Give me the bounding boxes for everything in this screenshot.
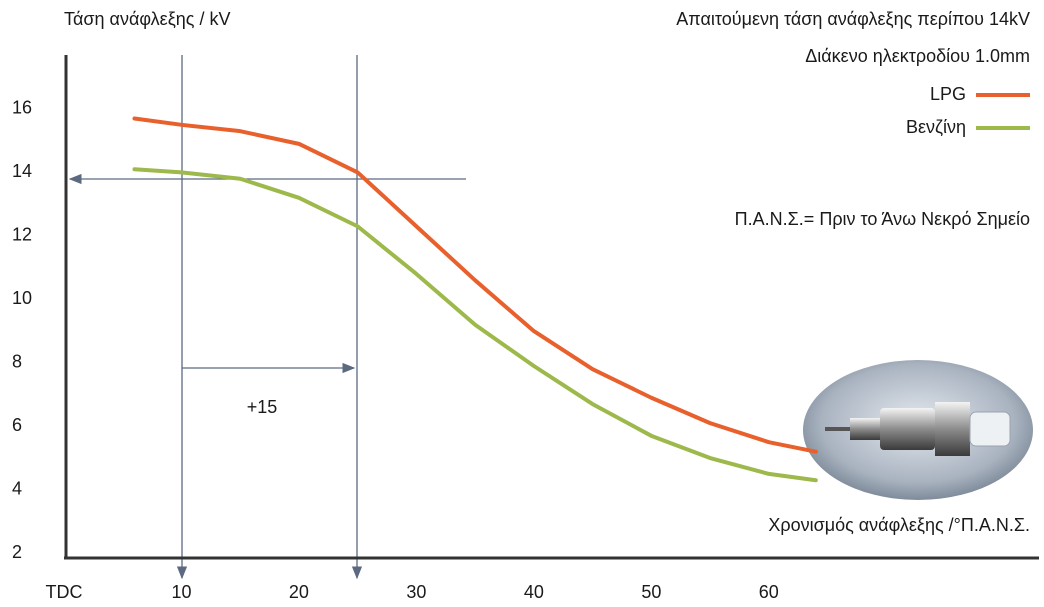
y-tick-label: 12	[12, 225, 32, 245]
guides	[70, 55, 466, 578]
y-tick-label: 4	[12, 479, 22, 499]
y-axis-label: Τάση ανάφλεξης / kV	[64, 9, 230, 29]
annotation: Απαιτούμενη τάση ανάφλεξης περίπου 14kV	[676, 9, 1030, 29]
spark-plug-photo	[803, 360, 1033, 500]
annotation: +15	[247, 397, 278, 417]
legend-label: Βενζίνη	[906, 117, 966, 137]
line-series	[134, 169, 815, 480]
chart: Τάση ανάφλεξης / kV Απαιτούμενη τάση ανά…	[0, 0, 1044, 607]
annotation: Π.Α.Ν.Σ.= Πριν το Άνω Νεκρό Σημείο	[735, 209, 1030, 229]
x-tick-label: 50	[641, 582, 661, 602]
x-tick-label: 20	[289, 582, 309, 602]
x-tick-label: 10	[171, 582, 191, 602]
x-tick-label: TDC	[46, 582, 83, 602]
annotation: Διάκενο ηλεκτροδίου 1.0mm	[805, 46, 1030, 66]
legend-label: LPG	[930, 84, 966, 104]
x-tick-label: 30	[406, 582, 426, 602]
x-tick-label: 40	[524, 582, 544, 602]
y-tick-label: 8	[12, 352, 22, 372]
x-tick-label: 60	[759, 582, 779, 602]
x-axis-label: Χρονισμός ανάφλεξης /°Π.Α.Ν.Σ.	[768, 515, 1030, 535]
y-tick-label: 6	[12, 415, 22, 435]
y-tick-label: 16	[12, 98, 32, 118]
y-tick-label: 14	[12, 161, 32, 181]
y-tick-label: 10	[12, 288, 32, 308]
line-series	[134, 118, 815, 451]
y-tick-label: 2	[12, 542, 22, 562]
